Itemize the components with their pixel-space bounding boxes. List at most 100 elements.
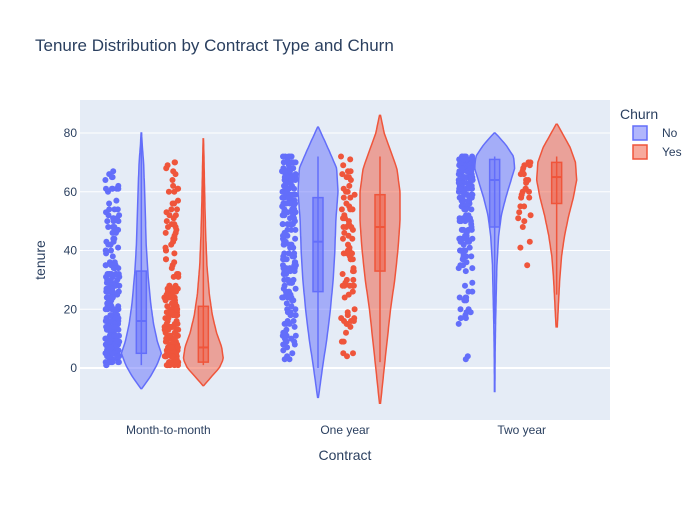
data-point — [171, 159, 178, 166]
data-point — [107, 312, 114, 319]
data-point — [163, 335, 170, 342]
data-point — [113, 197, 120, 204]
data-point — [172, 171, 179, 178]
data-point — [280, 159, 287, 166]
data-point — [340, 215, 346, 222]
data-point — [287, 168, 293, 175]
data-point — [168, 241, 175, 248]
data-point — [280, 232, 286, 239]
legend-label: Yes — [662, 145, 682, 159]
chart-title: Tenure Distribution by Contract Type and… — [35, 36, 394, 55]
data-point — [349, 288, 356, 295]
data-point — [280, 271, 287, 277]
data-point — [349, 226, 356, 233]
data-point — [163, 209, 170, 216]
violin-yes-one-year[interactable] — [359, 114, 401, 405]
data-point — [519, 224, 526, 230]
data-point — [341, 229, 348, 236]
data-point — [460, 226, 467, 233]
data-point — [346, 182, 353, 189]
data-point — [175, 197, 181, 204]
data-point — [170, 182, 177, 189]
data-point — [114, 206, 121, 213]
data-point — [457, 247, 464, 254]
data-point — [286, 320, 293, 327]
data-point — [110, 265, 117, 272]
data-point — [168, 344, 175, 351]
data-point — [174, 320, 181, 327]
strip-points-no-one-year — [279, 153, 299, 363]
data-point — [170, 273, 177, 280]
data-point — [282, 238, 289, 245]
data-point — [116, 353, 123, 360]
y-tick-label-0: 0 — [70, 361, 77, 375]
data-point — [284, 309, 291, 316]
data-point — [290, 206, 297, 213]
data-point — [347, 206, 354, 213]
box-iqr[interactable] — [550, 161, 563, 205]
strip-points-yes-month-to-month — [161, 159, 182, 369]
data-point — [163, 256, 169, 263]
data-point — [341, 294, 348, 301]
violin-yes-month-to-month[interactable] — [182, 138, 224, 387]
box-iqr[interactable] — [197, 305, 210, 363]
violin-no-month-to-month[interactable] — [120, 132, 163, 390]
data-point — [458, 218, 464, 225]
data-point — [108, 344, 114, 351]
box-iqr[interactable] — [312, 196, 324, 293]
data-point — [292, 332, 299, 339]
data-point — [115, 347, 122, 354]
data-point — [459, 165, 465, 172]
strip-points-yes-one-year — [338, 153, 358, 360]
data-point — [116, 212, 123, 219]
legend-item-yes[interactable]: Yes — [632, 144, 682, 160]
data-point — [163, 247, 170, 254]
violin-yes-two-year[interactable] — [535, 123, 578, 328]
data-point — [340, 224, 347, 230]
violin-no-one-year[interactable] — [297, 126, 339, 399]
data-point — [457, 185, 463, 192]
data-point — [462, 356, 469, 363]
data-point — [171, 250, 178, 257]
data-point — [463, 297, 470, 304]
data-point — [103, 209, 109, 216]
data-point — [103, 238, 110, 245]
data-point — [517, 244, 524, 251]
data-point — [104, 218, 111, 225]
data-point — [163, 291, 170, 298]
data-point — [163, 353, 170, 360]
data-point — [521, 203, 528, 210]
data-point — [292, 259, 299, 266]
data-point — [291, 250, 298, 257]
data-point — [108, 174, 115, 181]
data-point — [290, 297, 297, 304]
legend-swatch — [632, 125, 648, 141]
box-iqr[interactable] — [488, 158, 501, 228]
data-point — [351, 306, 358, 313]
legend-item-no[interactable]: No — [632, 125, 678, 141]
data-point — [115, 226, 122, 233]
violin-no-two-year[interactable] — [474, 132, 516, 393]
data-point — [338, 153, 344, 160]
data-point — [280, 153, 286, 160]
legend[interactable]: Churn No Yes — [620, 106, 682, 160]
data-point — [291, 185, 298, 192]
legend-label: No — [662, 126, 678, 140]
data-point — [288, 174, 295, 181]
data-point — [292, 235, 299, 242]
data-point — [463, 253, 470, 260]
data-point — [283, 179, 289, 186]
data-point — [338, 206, 345, 213]
data-point — [284, 353, 291, 360]
data-point — [468, 206, 475, 213]
data-point — [469, 279, 476, 286]
data-point — [345, 241, 351, 248]
data-point — [461, 174, 468, 181]
data-point — [456, 235, 463, 242]
data-point — [526, 162, 533, 169]
data-point — [173, 359, 180, 366]
box-iqr[interactable] — [135, 270, 148, 355]
box-iqr[interactable] — [374, 193, 386, 272]
data-point — [340, 235, 346, 242]
